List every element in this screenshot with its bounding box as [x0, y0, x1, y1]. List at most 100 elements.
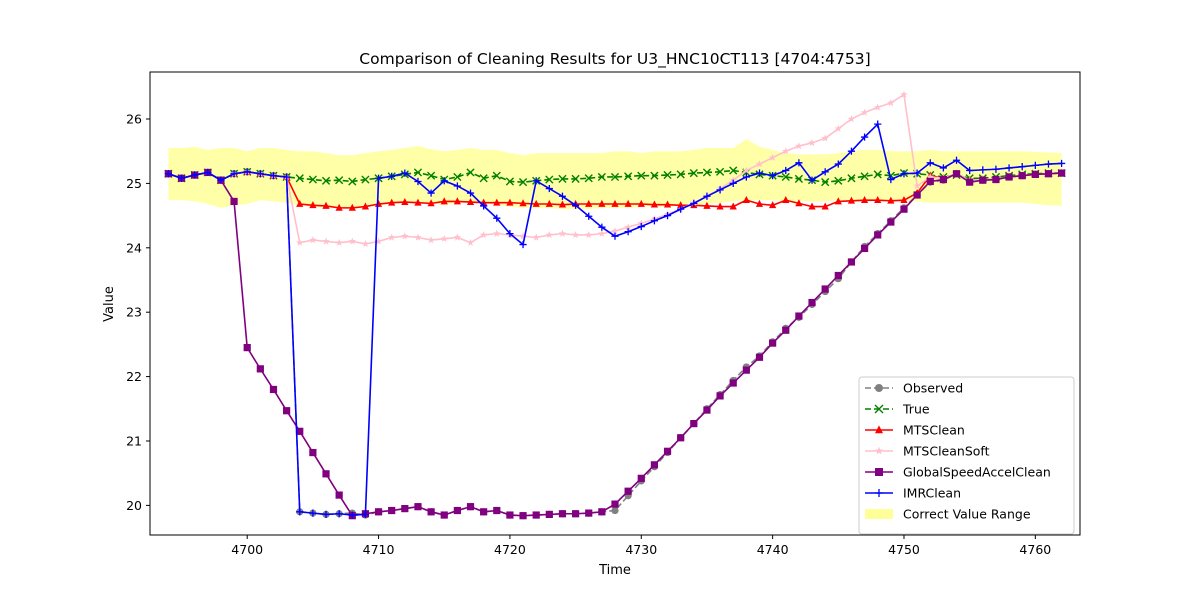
data-point [782, 326, 790, 334]
data-point [979, 176, 987, 184]
data-point [598, 508, 606, 516]
data-point [532, 233, 540, 241]
data-point [558, 192, 567, 200]
data-point [506, 511, 514, 519]
data-point [663, 447, 672, 455]
data-point [966, 178, 974, 186]
data-point [913, 169, 921, 177]
data-point [374, 508, 383, 516]
data-point [900, 196, 908, 204]
legend-marker [874, 404, 884, 414]
data-point [729, 166, 738, 175]
legend-item-mtscleansoft: MTSCleanSoft [865, 444, 990, 459]
data-point [611, 506, 619, 515]
y-tick-label: 24 [126, 240, 142, 255]
data-point [677, 205, 685, 213]
x-tick-label: 4730 [625, 542, 657, 557]
data-point [874, 196, 882, 204]
data-point [860, 172, 869, 181]
data-point [887, 196, 895, 204]
data-point [361, 175, 370, 184]
data-point [519, 199, 527, 207]
data-point [204, 168, 212, 177]
data-point [729, 379, 737, 387]
data-point [913, 182, 921, 190]
data-point [795, 142, 803, 150]
data-point [887, 98, 895, 107]
data-point [598, 229, 606, 237]
data-point [335, 510, 343, 518]
data-point [873, 103, 882, 111]
data-point [545, 230, 554, 239]
data-point [887, 218, 895, 226]
data-point [506, 198, 514, 206]
data-point [440, 234, 448, 242]
data-point [374, 237, 383, 245]
data-point [624, 487, 632, 495]
data-point [453, 172, 462, 182]
data-point [729, 202, 737, 210]
series-imrclean [164, 120, 1066, 519]
data-point [703, 192, 711, 200]
data-point [781, 172, 790, 182]
data-point [690, 419, 698, 428]
data-point [506, 230, 514, 238]
data-point [624, 223, 632, 231]
data-point [926, 173, 935, 181]
data-point [624, 199, 632, 207]
data-point [453, 182, 461, 190]
data-point [348, 511, 356, 519]
data-point [584, 174, 593, 183]
data-point [427, 236, 435, 244]
data-point [558, 510, 567, 518]
data-point [558, 229, 567, 237]
data-point [677, 201, 685, 209]
data-point [532, 199, 540, 207]
data-point [322, 237, 330, 245]
data-point [348, 237, 357, 245]
data-point [1031, 161, 1039, 169]
data-point [795, 199, 803, 207]
data-point [900, 90, 908, 98]
y-tick-label: 25 [126, 176, 142, 191]
data-point [769, 201, 777, 209]
legend-swatch [865, 509, 893, 519]
legend-label: MTSCleanSoft [903, 444, 990, 459]
data-point [505, 177, 515, 186]
data-point [453, 233, 462, 241]
data-point [1044, 160, 1053, 168]
data-point [413, 168, 423, 177]
data-point [847, 196, 856, 204]
data-point [348, 203, 356, 211]
plot-frame [149, 71, 1081, 536]
data-point [440, 511, 448, 519]
data-point [821, 178, 830, 187]
data-point [1005, 173, 1013, 181]
data-point [900, 205, 908, 213]
y-axis-label: Value [102, 286, 117, 322]
data-point [584, 230, 593, 239]
data-point [519, 512, 527, 520]
data-point [466, 238, 475, 246]
data-point [296, 199, 304, 207]
data-point [309, 201, 317, 209]
data-point [321, 176, 331, 185]
data-point [1005, 164, 1013, 172]
data-point [545, 199, 553, 207]
data-point [519, 240, 527, 249]
data-point [769, 339, 777, 347]
data-point [427, 189, 435, 197]
data-point [847, 174, 856, 183]
data-point [769, 172, 777, 180]
data-point [1044, 170, 1053, 178]
legend-item-globalspeedaccelclean: GlobalSpeedAccelClean [865, 465, 1051, 480]
data-point [637, 474, 645, 482]
data-point [926, 177, 934, 186]
data-point [414, 177, 422, 186]
data-point [361, 510, 370, 518]
data-point [492, 171, 501, 180]
legend-marker [875, 425, 883, 434]
data-point [401, 232, 409, 240]
data-point [493, 198, 501, 206]
